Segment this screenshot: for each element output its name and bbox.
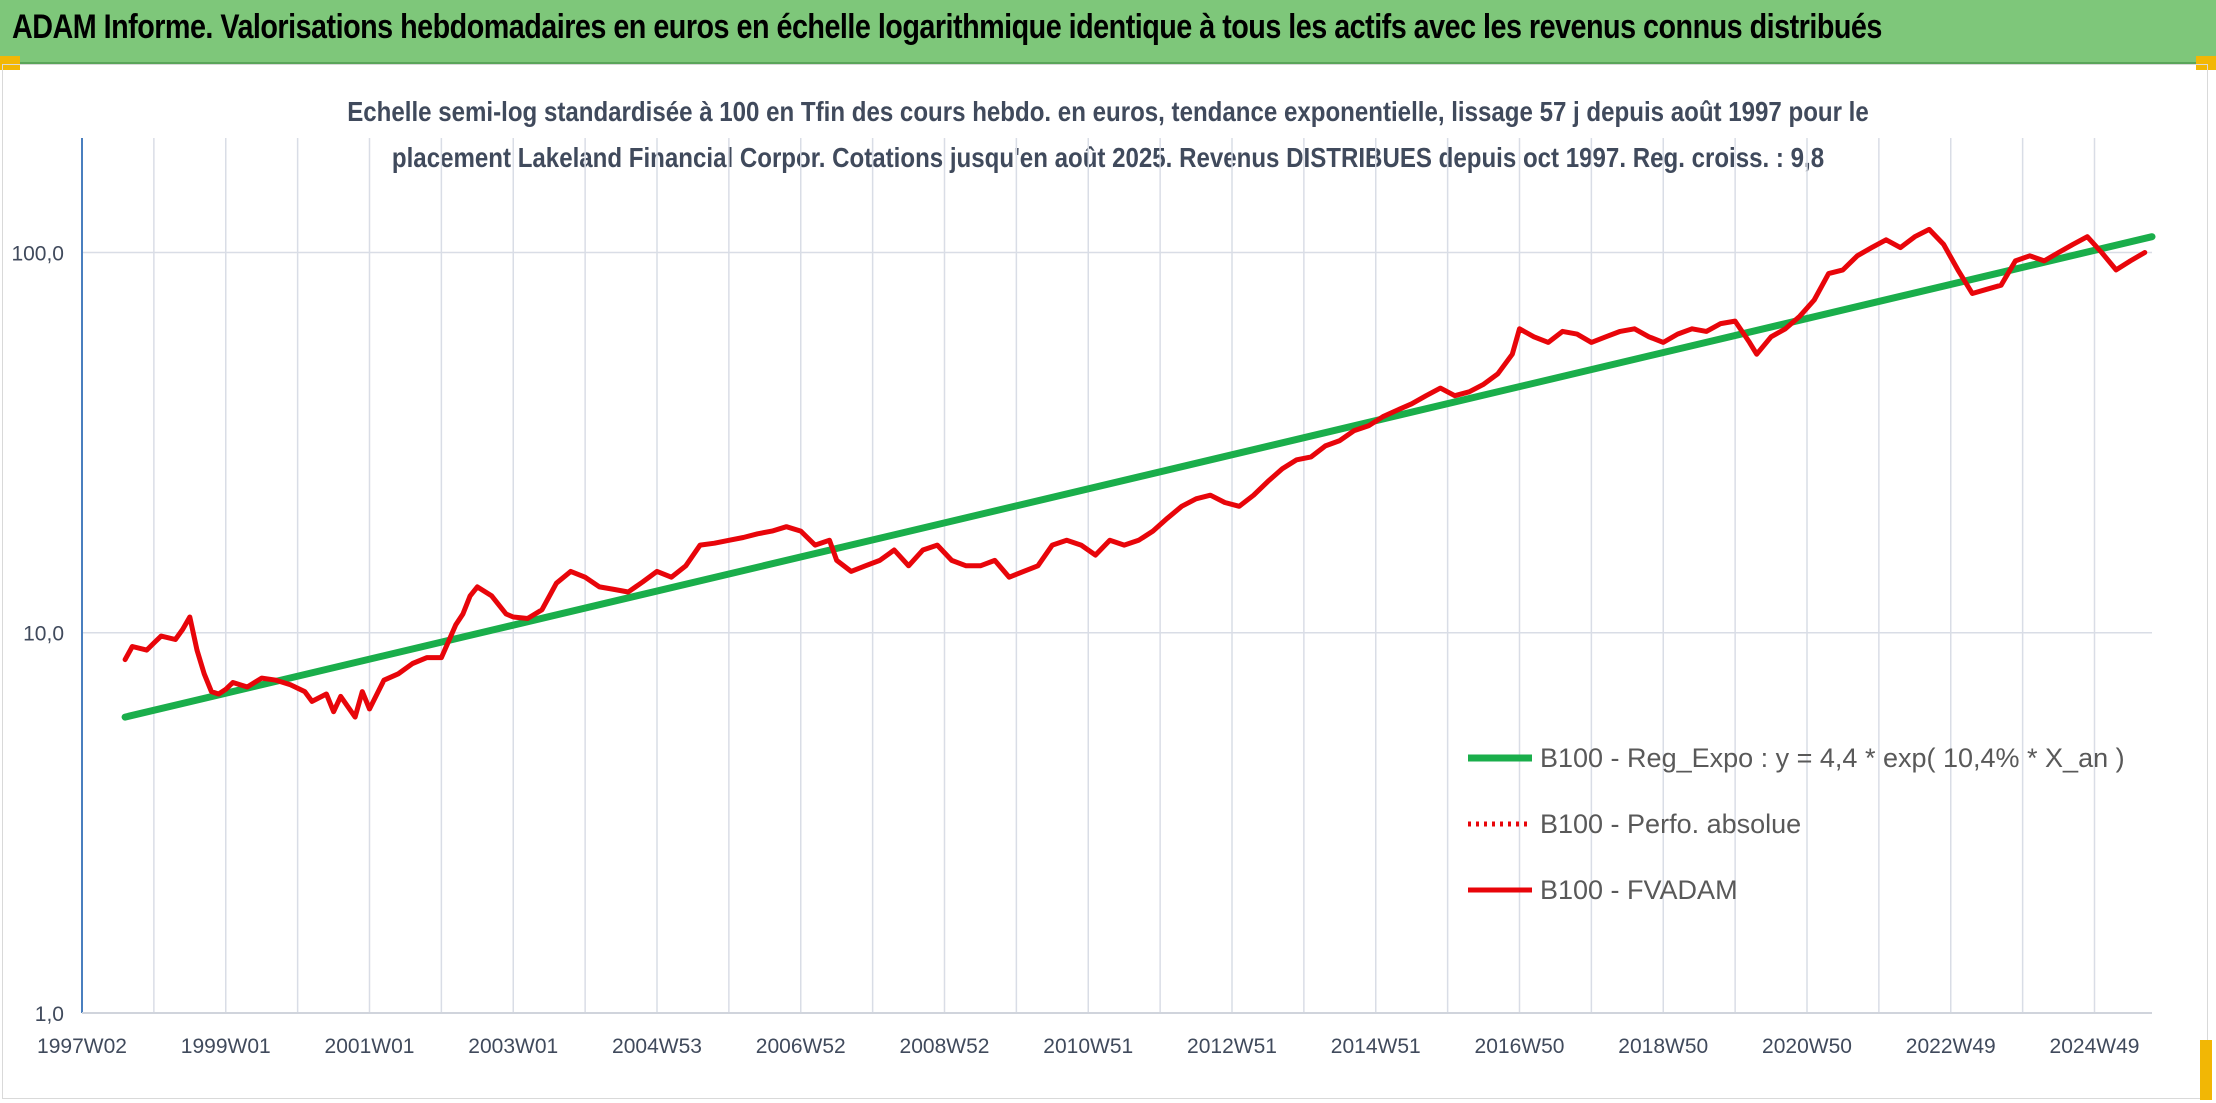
x-tick-label: 2010W51 — [1043, 1035, 1133, 1058]
report-header: ADAM Informe. Valorisations hebdomadaire… — [0, 0, 2216, 64]
series-line-fvadam — [122, 226, 2148, 720]
x-tick-label: 1999W01 — [181, 1035, 271, 1058]
corner-accent-right — [2196, 56, 2216, 70]
x-tick-label: 2006W52 — [756, 1035, 846, 1058]
x-tick-label: 2004W53 — [612, 1035, 702, 1058]
legend-label: B100 - Reg_Expo : y = 4,4 * exp( 10,4% *… — [1540, 743, 2125, 773]
x-tick-label: 2012W51 — [1187, 1035, 1277, 1058]
trend-line — [121, 233, 2156, 721]
report-title: ADAM Informe. Valorisations hebdomadaire… — [12, 8, 1882, 46]
x-tick-label: 2003W01 — [468, 1035, 558, 1058]
x-tick-label: 2024W49 — [2050, 1035, 2140, 1058]
scroll-accent — [2200, 1040, 2212, 1100]
legend-label: B100 - Perfo. absolue — [1540, 809, 1801, 839]
x-tick-label: 2016W50 — [1475, 1035, 1565, 1058]
x-tick-label: 2001W01 — [325, 1035, 415, 1058]
x-tick-label: 2022W49 — [1906, 1035, 1996, 1058]
x-tick-label: 2014W51 — [1331, 1035, 1421, 1058]
chart-title-line-1: Echelle semi-log standardisée à 100 en T… — [347, 96, 1869, 127]
y-tick-label: 10,0 — [23, 623, 64, 646]
x-tick-label: 2020W50 — [1762, 1035, 1852, 1058]
y-tick-label: 100,0 — [11, 242, 64, 265]
y-tick-label: 1,0 — [35, 1003, 64, 1026]
x-tick-label: 2008W52 — [900, 1035, 990, 1058]
x-tick-label: 2018W50 — [1618, 1035, 1708, 1058]
corner-accent-left — [0, 56, 20, 70]
chart-frame — [2, 64, 2208, 1099]
chart-title-line-2: placement Lakeland Financial Corpor. Cot… — [391, 142, 1825, 173]
legend-label: B100 - FVADAM — [1540, 875, 1738, 905]
x-tick-label: 1997W02 — [37, 1035, 127, 1058]
